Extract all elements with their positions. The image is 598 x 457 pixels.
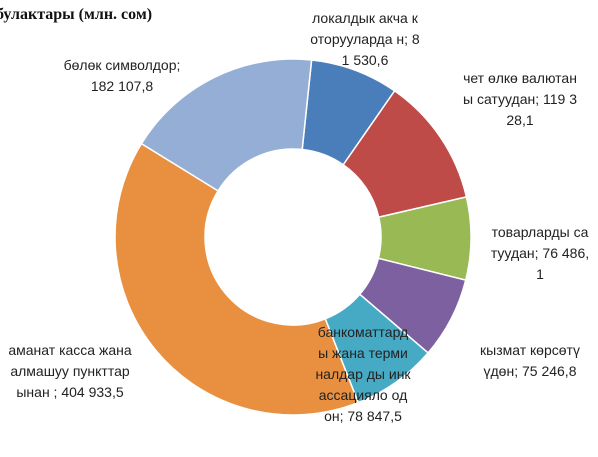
chart-title: булактары (млн. сом): [0, 6, 153, 23]
data-label: кызмат көрсөтүүдөн; 75 246,8: [480, 342, 580, 379]
donut-segment: [114, 142, 360, 416]
data-label: банкоматтард ы жана терминалдар ды инкас…: [315, 324, 411, 424]
data-label: локалдык акча которууларда н; 81 530,6: [310, 10, 420, 68]
data-label: бөлөк символдор; 182 107,8: [63, 57, 181, 94]
data-label: чет өлкө валютаны сатуудан; 119 328,1: [463, 70, 577, 128]
data-label: аманат касса жана алмашуу пункттарынан ;…: [8, 342, 132, 400]
donut-segment: [140, 58, 313, 192]
data-label: товарларды сатуудан; 76 486,1: [490, 224, 590, 282]
